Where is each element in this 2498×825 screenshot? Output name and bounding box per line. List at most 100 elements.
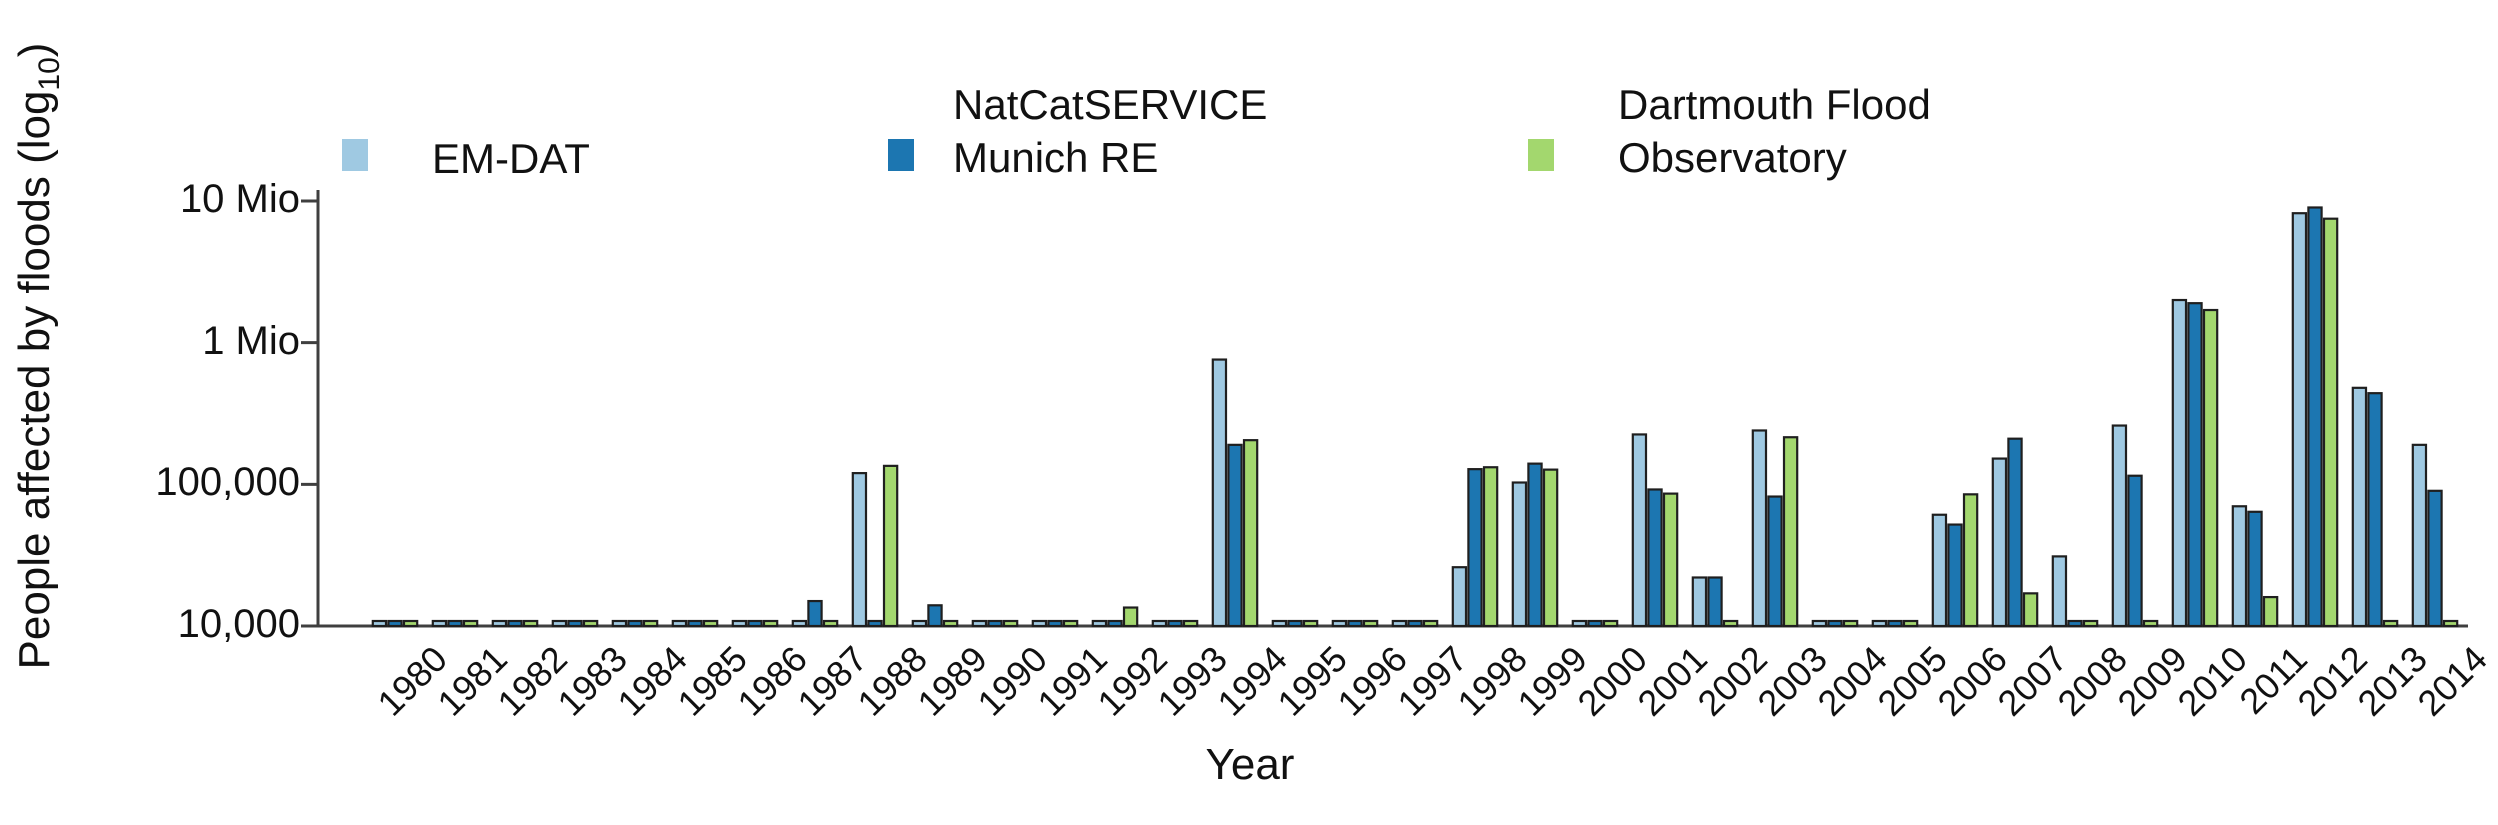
baseline-dash-1985-em-dat [671, 619, 688, 628]
baseline-dash-2014-dartmouth [2442, 619, 2459, 628]
baseline-dash-2004-em-dat [1811, 619, 1828, 628]
bar-1994-natcatservice [1227, 443, 1243, 628]
bar-1998-em-dat [1451, 566, 1468, 628]
bar-2003-em-dat [1751, 429, 1768, 628]
bar-2012-em-dat [2291, 212, 2308, 628]
baseline-dash-1995-em-dat [1271, 619, 1288, 628]
baseline-dash-1993-em-dat [1151, 619, 1168, 628]
bar-2013-em-dat [2351, 386, 2368, 628]
bar-2014-em-dat [2411, 443, 2428, 628]
bar-2007-natcatservice [2007, 437, 2023, 628]
baseline-dash-1991-dartmouth [1062, 619, 1079, 628]
legend-label-dartmouth: Dartmouth Flood Observatory [1618, 78, 1931, 184]
baseline-dash-1995-natcatservice [1287, 619, 1303, 628]
baseline-dash-2005-natcatservice [1887, 619, 1903, 628]
baseline-dash-2008-natcatservice [2067, 619, 2083, 628]
bar-2002-natcatservice [1707, 576, 1723, 628]
baseline-dash-1997-dartmouth [1422, 619, 1439, 628]
bar-1999-em-dat [1511, 481, 1528, 628]
baseline-dash-1988-natcatservice [867, 619, 883, 628]
baseline-dash-1990-dartmouth [1002, 619, 1019, 628]
bar-1989-natcatservice [927, 604, 943, 628]
bar-2007-dartmouth [2022, 592, 2039, 628]
natcat-swatch-icon [888, 139, 914, 171]
bar-2001-dartmouth [1662, 492, 1679, 628]
baseline-dash-1981-dartmouth [462, 619, 479, 628]
bar-2006-em-dat [1931, 513, 1948, 628]
bar-2012-natcatservice [2307, 206, 2323, 628]
baseline-dash-1983-em-dat [551, 619, 568, 628]
baseline-dash-1983-dartmouth [582, 619, 599, 628]
legend-label-dartmouth-line2: Observatory [1618, 134, 1847, 181]
bar-1998-natcatservice [1467, 468, 1483, 628]
bar-2003-natcatservice [1767, 495, 1783, 628]
baseline-dash-1987-em-dat [791, 619, 808, 628]
baseline-dash-1986-dartmouth [762, 619, 779, 628]
baseline-dash-2013-dartmouth [2382, 619, 2399, 628]
bar-2009-natcatservice [2127, 474, 2143, 628]
bar-2001-em-dat [1631, 433, 1648, 628]
legend-label-emdat: EM-DAT [432, 135, 590, 182]
bar-1999-natcatservice [1527, 462, 1543, 628]
bar-1994-dartmouth [1242, 439, 1259, 628]
bar-2003-dartmouth [1782, 436, 1799, 628]
baseline-dash-2000-natcatservice [1587, 619, 1603, 628]
y-axis-title-subscript: 10 [32, 57, 66, 91]
baseline-dash-1980-natcatservice [387, 619, 403, 628]
baseline-dash-1990-em-dat [971, 619, 988, 628]
baseline-dash-1993-natcatservice [1167, 619, 1183, 628]
bar-2014-natcatservice [2427, 489, 2443, 628]
legend-label-natcat-line2: Munich RE [953, 134, 1159, 181]
baseline-dash-1992-natcatservice [1107, 619, 1123, 628]
bar-2011-dartmouth [2262, 595, 2279, 628]
emdat-swatch-icon [342, 139, 368, 171]
baseline-dash-1990-natcatservice [987, 619, 1003, 628]
baseline-dash-1997-natcatservice [1407, 619, 1423, 628]
baseline-dash-1982-dartmouth [522, 619, 539, 628]
bar-2013-natcatservice [2367, 392, 2383, 628]
bar-2008-em-dat [2051, 555, 2068, 628]
bar-2001-natcatservice [1647, 488, 1663, 628]
y-tick-label-10-mio: 10 Mio [179, 177, 300, 221]
baseline-dash-1996-natcatservice [1347, 619, 1363, 628]
baseline-dash-2004-dartmouth [1842, 619, 1859, 628]
baseline-dash-1982-natcatservice [507, 619, 523, 628]
baseline-dash-1983-natcatservice [567, 619, 583, 628]
y-axis-title-close: ) [10, 42, 59, 58]
baseline-dash-2009-dartmouth [2142, 619, 2159, 628]
baseline-dash-1984-dartmouth [642, 619, 659, 628]
bar-2012-dartmouth [2322, 217, 2339, 628]
baseline-dash-2002-dartmouth [1722, 619, 1739, 628]
bar-1998-dartmouth [1482, 466, 1499, 628]
baseline-dash-1989-em-dat [911, 619, 928, 628]
baseline-dash-1997-em-dat [1391, 619, 1408, 628]
baseline-dash-1985-natcatservice [687, 619, 703, 628]
baseline-dash-1980-dartmouth [402, 619, 419, 628]
y-axis-title: People affected by floods (log10) [10, 10, 66, 702]
y-tick-label-10-000: 10,000 [177, 602, 300, 646]
baseline-dash-1980-em-dat [371, 619, 388, 628]
legend-label-natcat: NatCatSERVICE Munich RE [953, 78, 1267, 184]
bar-1987-natcatservice [807, 599, 823, 628]
baseline-dash-1981-natcatservice [447, 619, 463, 628]
bar-2002-em-dat [1691, 576, 1708, 628]
baseline-dash-1984-em-dat [611, 619, 628, 628]
bar-2011-natcatservice [2247, 510, 2263, 628]
bar-2007-em-dat [1991, 457, 2008, 628]
baseline-dash-1995-dartmouth [1302, 619, 1319, 628]
bar-2011-em-dat [2231, 505, 2248, 628]
baseline-dash-1986-natcatservice [747, 619, 763, 628]
bar-2010-dartmouth [2202, 308, 2219, 628]
baseline-dash-1992-em-dat [1091, 619, 1108, 628]
y-axis-title-text: People affected by floods (log [10, 90, 59, 670]
x-axis-title: Year [1205, 740, 1295, 789]
baseline-dash-1991-em-dat [1031, 619, 1048, 628]
baseline-dash-1991-natcatservice [1047, 619, 1063, 628]
bar-2009-em-dat [2111, 424, 2128, 628]
baseline-dash-1986-em-dat [731, 619, 748, 628]
baseline-dash-2000-em-dat [1571, 619, 1588, 628]
legend-label-natcat-line1: NatCatSERVICE [953, 81, 1268, 128]
bar-2010-em-dat [2171, 298, 2188, 628]
